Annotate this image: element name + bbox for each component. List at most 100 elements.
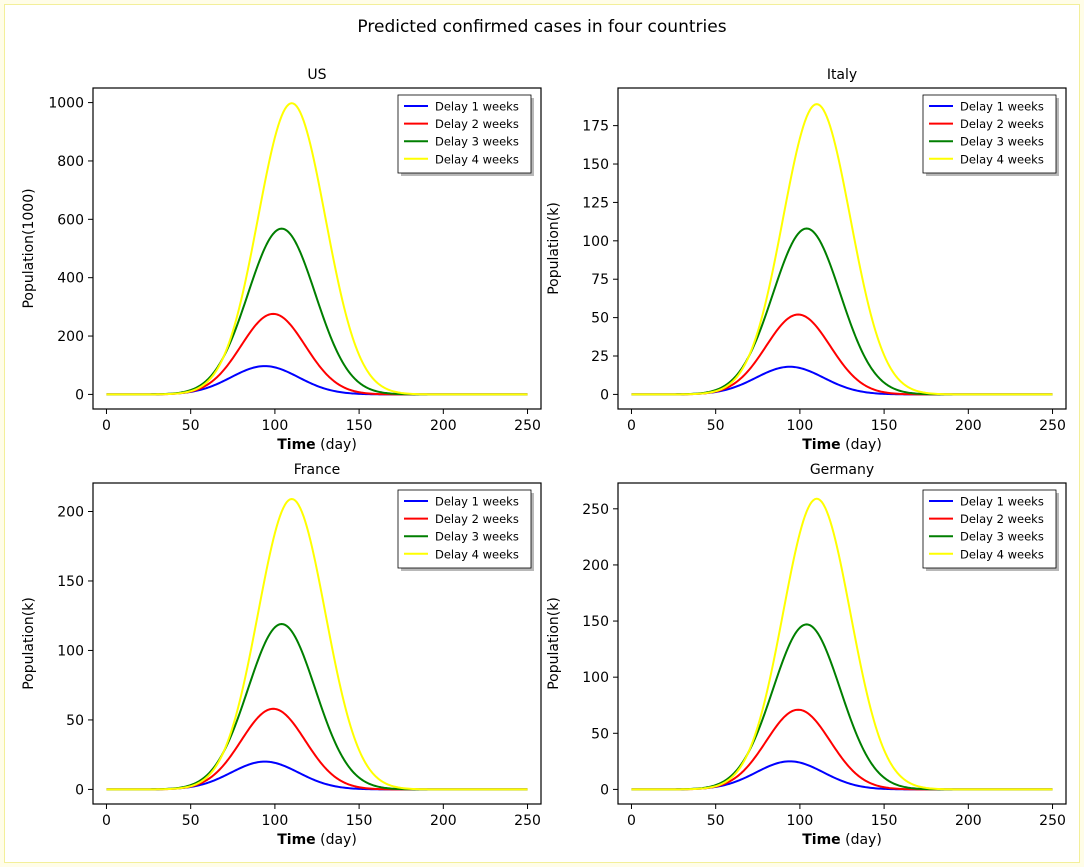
series-line-delay-3-weeks: [631, 227, 1053, 396]
x-axis-label: Time (day): [802, 832, 882, 848]
y-tick-label: 800: [57, 154, 84, 170]
series-line-delay-4-weeks: [106, 497, 528, 791]
x-tick-label: 0: [627, 418, 636, 434]
x-axis-label-bold: Time: [802, 832, 840, 848]
x-tick-label: 250: [514, 813, 541, 829]
panel-france: France 0 50 100 150 200 250 0 50 100 150 200 Time (d…: [21, 462, 542, 848]
y-tick-label: 400: [57, 271, 84, 287]
y-tick-label: 200: [582, 558, 609, 574]
x-tick-label: 50: [182, 813, 200, 829]
y-tick-label: 150: [582, 157, 609, 173]
legend-label: Delay 4 weeks: [960, 152, 1044, 166]
series-line-delay-3-weeks: [631, 623, 1053, 791]
series-line-delay-2-weeks: [106, 312, 528, 396]
y-axis-label: Population(k): [546, 202, 562, 295]
y-tick-label: 1000: [48, 96, 84, 112]
panel-title: US: [307, 67, 326, 83]
y-tick-label: 50: [66, 713, 84, 729]
series-line-delay-3-weeks: [106, 623, 528, 791]
y-tick-label: 25: [591, 349, 609, 365]
legend-label: Delay 1 weeks: [960, 495, 1044, 509]
series-line-delay-2-weeks: [106, 707, 528, 791]
axes-frame: [92, 482, 542, 805]
x-axis-label-bold: Time: [277, 832, 315, 848]
y-tick-label: 100: [57, 643, 84, 659]
y-tick-label: 50: [591, 311, 609, 327]
y-tick-label: 0: [75, 782, 84, 798]
axes-frame: [92, 87, 542, 410]
y-tick-label: 175: [582, 119, 609, 135]
x-tick-label: 50: [707, 813, 725, 829]
y-tick-label: 0: [600, 387, 609, 403]
x-tick-label: 100: [262, 418, 289, 434]
x-axis-label-unit: (day): [841, 437, 882, 453]
series-line-delay-3-weeks: [106, 227, 528, 396]
legend-label: Delay 3 weeks: [960, 530, 1044, 544]
panel-title: France: [294, 462, 341, 478]
x-tick-label: 250: [1039, 813, 1066, 829]
x-tick-label: 100: [787, 418, 814, 434]
panel-germany: Germany 0 50 100 150 200 250 0 50 100 150 200 250 Tim…: [546, 462, 1067, 848]
x-axis-label-unit: (day): [316, 437, 357, 453]
x-axis-label: Time (day): [277, 437, 357, 453]
legend-label: Delay 1 weeks: [960, 100, 1044, 114]
y-tick-label: 200: [57, 329, 84, 345]
x-tick-label: 50: [182, 418, 200, 434]
y-axis-label: Population(k): [21, 597, 37, 690]
legend-label: Delay 3 weeks: [435, 135, 519, 149]
x-tick-label: 150: [346, 418, 373, 434]
x-tick-label: 150: [871, 813, 898, 829]
legend-label: Delay 2 weeks: [435, 512, 519, 526]
x-tick-label: 200: [430, 813, 457, 829]
y-tick-label: 600: [57, 212, 84, 228]
series-line-delay-1-weeks: [106, 365, 528, 396]
x-axis-label-unit: (day): [841, 832, 882, 848]
series-line-delay-4-weeks: [631, 103, 1053, 396]
x-tick-label: 100: [787, 813, 814, 829]
panel-us: US 0 50 100 150 200 250 0 200 400 600 800 1000 Time (…: [21, 67, 542, 453]
legend: Delay 1 weeks Delay 2 weeks Delay 3 weeks D…: [922, 489, 1059, 571]
panel-italy: Italy 0 50 100 150 200 250 0 25 50 75 100 125 150 175 T…: [546, 67, 1067, 453]
series-line-delay-1-weeks: [106, 760, 528, 791]
legend-label: Delay 4 weeks: [960, 547, 1044, 561]
axes-frame: [617, 87, 1067, 410]
legend-label: Delay 2 weeks: [960, 512, 1044, 526]
series-line-delay-1-weeks: [631, 760, 1053, 791]
legend-label: Delay 1 weeks: [435, 100, 519, 114]
figure-title: Predicted confirmed cases in four countr…: [357, 17, 727, 37]
x-axis-label-bold: Time: [277, 437, 315, 453]
figure-frame: [4, 4, 1080, 863]
y-tick-label: 150: [582, 614, 609, 630]
x-tick-label: 200: [430, 418, 457, 434]
y-tick-label: 200: [57, 504, 84, 520]
x-tick-label: 100: [262, 813, 289, 829]
legend-label: Delay 3 weeks: [435, 530, 519, 544]
y-tick-label: 0: [600, 782, 609, 798]
y-tick-label: 100: [582, 670, 609, 686]
x-tick-label: 150: [346, 813, 373, 829]
legend-box: [397, 94, 532, 174]
x-tick-label: 0: [627, 813, 636, 829]
series-line-delay-2-weeks: [631, 708, 1053, 791]
panel-title: Germany: [810, 462, 874, 478]
legend-label: Delay 2 weeks: [960, 117, 1044, 131]
y-tick-label: 125: [582, 195, 609, 211]
x-axis-label: Time (day): [802, 437, 882, 453]
legend-label: Delay 4 weeks: [435, 547, 519, 561]
axes-frame: [617, 482, 1067, 805]
x-axis-label-unit: (day): [316, 832, 357, 848]
series-line-delay-2-weeks: [631, 313, 1053, 396]
legend: Delay 1 weeks Delay 2 weeks Delay 3 weeks D…: [397, 489, 534, 571]
legend: Delay 1 weeks Delay 2 weeks Delay 3 weeks D…: [922, 94, 1059, 176]
legend-label: Delay 1 weeks: [435, 495, 519, 509]
legend-box: [922, 94, 1057, 174]
legend: Delay 1 weeks Delay 2 weeks Delay 3 weeks D…: [397, 94, 534, 176]
x-tick-label: 50: [707, 418, 725, 434]
legend-label: Delay 4 weeks: [435, 152, 519, 166]
series-line-delay-4-weeks: [106, 102, 528, 396]
x-tick-label: 250: [1039, 418, 1066, 434]
x-tick-label: 0: [102, 418, 111, 434]
y-axis-label: Population(k): [546, 597, 562, 690]
x-tick-label: 200: [955, 813, 982, 829]
